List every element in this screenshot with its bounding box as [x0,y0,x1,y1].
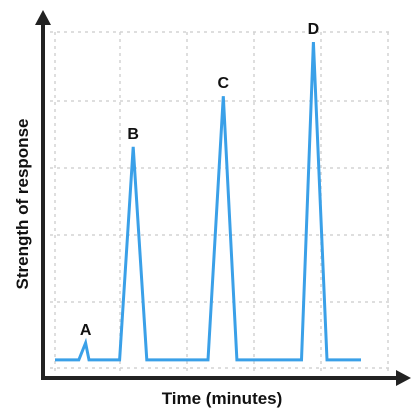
axes [35,10,411,386]
peak-labels: A B C D [80,21,319,339]
peak-label-a: A [80,322,92,339]
response-line [55,42,361,362]
peak-label-d: D [308,21,320,38]
peak-label-c: C [218,75,230,92]
y-axis-arrow-icon [35,10,51,25]
peak-label-b: B [127,126,139,143]
x-axis-arrow-icon [396,370,411,386]
x-axis-title: Time (minutes) [162,389,283,408]
y-axis-title: Strength of response [13,119,32,290]
